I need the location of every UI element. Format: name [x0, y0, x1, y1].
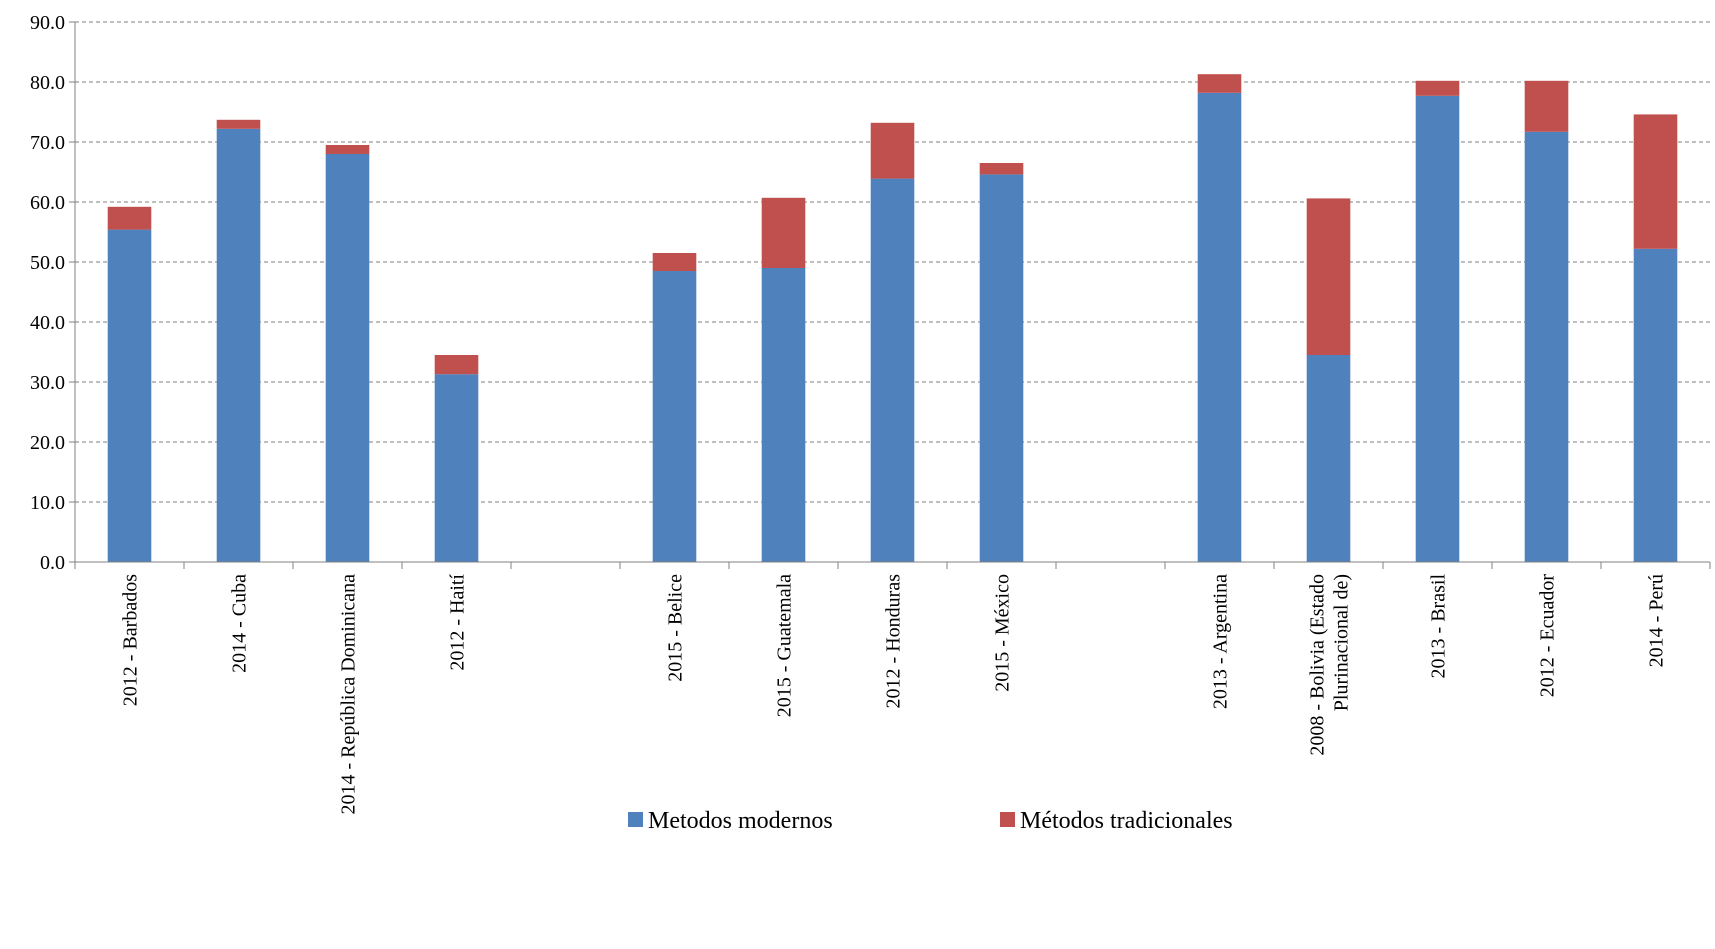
- x-category-label: 2012 - Barbados: [120, 574, 142, 706]
- x-category-label: 2014 - República Dominicana: [338, 574, 360, 815]
- bar-segment-modern: [652, 271, 697, 562]
- y-tick-label: 0.0: [40, 552, 65, 574]
- bar-segment-modern: [1306, 355, 1351, 562]
- x-category-label: 2012 - Ecuador: [1537, 574, 1559, 698]
- legend-swatch-modern: [628, 812, 643, 827]
- legend-label-modern: Metodos modernos: [648, 808, 833, 834]
- bar-segment-traditional: [1197, 74, 1242, 93]
- bar-segment-traditional: [1306, 198, 1351, 355]
- x-category-label: 2014 - Cuba: [229, 574, 251, 673]
- y-tick-label: 60.0: [30, 192, 65, 214]
- bar-segment-traditional: [325, 145, 370, 154]
- x-category-label: Plurinacional de): [1331, 574, 1353, 711]
- bars: [107, 74, 1678, 563]
- bar-segment-traditional: [761, 197, 806, 268]
- bar-segment-traditional: [216, 119, 261, 129]
- bar-segment-traditional: [870, 122, 915, 179]
- bar-segment-traditional: [979, 163, 1024, 175]
- legend: Metodos modernos Métodos tradicionales: [628, 808, 1233, 834]
- bar-segment-traditional: [434, 355, 479, 375]
- bar-segment-modern: [761, 268, 806, 562]
- bar-segment-traditional: [1415, 80, 1460, 96]
- axes: 0.0 10.0 20.0 30.0 40.0 50.0 60.0 70.0 80.0 90.0 2…: [30, 12, 1711, 815]
- y-tick-label: 80.0: [30, 72, 65, 94]
- x-category-label: 2015 - México: [992, 574, 1014, 692]
- bar-segment-traditional: [1633, 114, 1678, 249]
- y-tick-label: 20.0: [30, 432, 65, 454]
- bar-segment-modern: [1524, 131, 1569, 563]
- bar-segment-traditional: [652, 253, 697, 271]
- bar-segment-modern: [434, 374, 479, 562]
- bar-segment-modern: [1415, 95, 1460, 563]
- y-tick-label: 10.0: [30, 492, 65, 514]
- bar-segment-traditional: [107, 206, 152, 230]
- bar-segment-modern: [1633, 248, 1678, 563]
- bar-segment-modern: [979, 174, 1024, 562]
- x-category-label: 2012 - Haití: [447, 574, 469, 671]
- y-tick-label: 40.0: [30, 312, 65, 334]
- x-category-label: 2014 - Perú: [1646, 574, 1668, 667]
- bar-segment-modern: [107, 229, 152, 562]
- x-category-label: 2015 - Guatemala: [774, 574, 796, 717]
- x-category-label: 2008 - Bolivia (Estado: [1307, 574, 1329, 756]
- bar-segment-modern: [870, 178, 915, 562]
- y-tick-label: 50.0: [30, 252, 65, 274]
- bar-segment-modern: [1197, 92, 1242, 563]
- y-tick-label: 70.0: [30, 132, 65, 154]
- x-category-label: 2013 - Argentina: [1210, 574, 1232, 709]
- y-tick-label: 90.0: [30, 12, 65, 34]
- bar-segment-modern: [216, 128, 261, 563]
- x-category-label: 2013 - Brasil: [1428, 574, 1450, 679]
- bar-segment-modern: [325, 154, 370, 562]
- legend-label-traditional: Métodos tradicionales: [1020, 808, 1233, 834]
- legend-swatch-traditional: [1000, 812, 1015, 827]
- x-category-label: 2015 - Belice: [665, 574, 687, 682]
- bar-segment-traditional: [1524, 80, 1569, 132]
- x-category-label: 2012 - Honduras: [883, 574, 905, 709]
- y-tick-label: 30.0: [30, 372, 65, 394]
